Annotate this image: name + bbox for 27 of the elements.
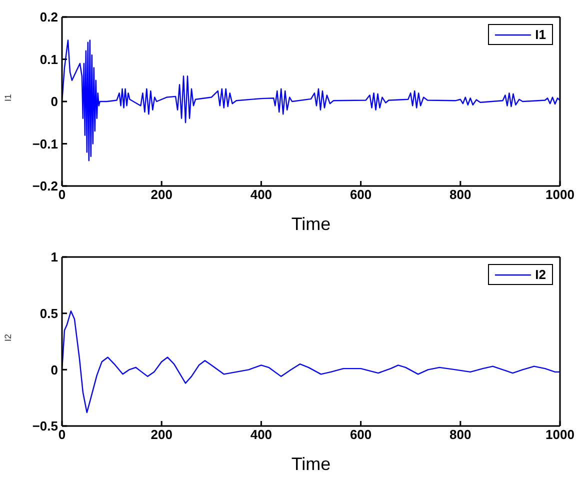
x-tick-label: 600 [350,187,372,202]
y-tick-label: 0 [50,362,58,378]
legend-label: I1 [535,27,546,42]
x-tick-label: 800 [450,427,472,442]
y-tick-label: −0.5 [32,418,58,434]
x-tick-label: 400 [250,187,272,202]
y-tick-label: 0.2 [40,10,58,25]
x-axis-title: Time [291,214,331,234]
y-tick-label: 0.5 [40,306,58,321]
x-tick-label: 200 [150,187,172,202]
x-tick-label: 600 [350,427,372,442]
y-tick-label: 0.1 [40,52,58,67]
line-series [62,310,560,414]
legend-label: I2 [535,267,546,282]
x-tick-label: 400 [250,427,272,442]
x-tick-label: 200 [150,427,172,442]
y-axis-title: I1 [3,94,14,102]
x-axis-title: Time [291,454,331,474]
line-series [62,40,560,162]
y-axis-title: I2 [3,334,14,342]
x-tick-label: 1000 [546,187,574,202]
x-tick-label: 800 [450,187,472,202]
y-tick-label: −0.1 [32,136,58,152]
y-tick-label: 0 [50,94,58,110]
x-tick-label: 1000 [546,427,574,442]
y-tick-label: 1 [50,250,58,265]
y-tick-label: −0.2 [32,178,58,194]
